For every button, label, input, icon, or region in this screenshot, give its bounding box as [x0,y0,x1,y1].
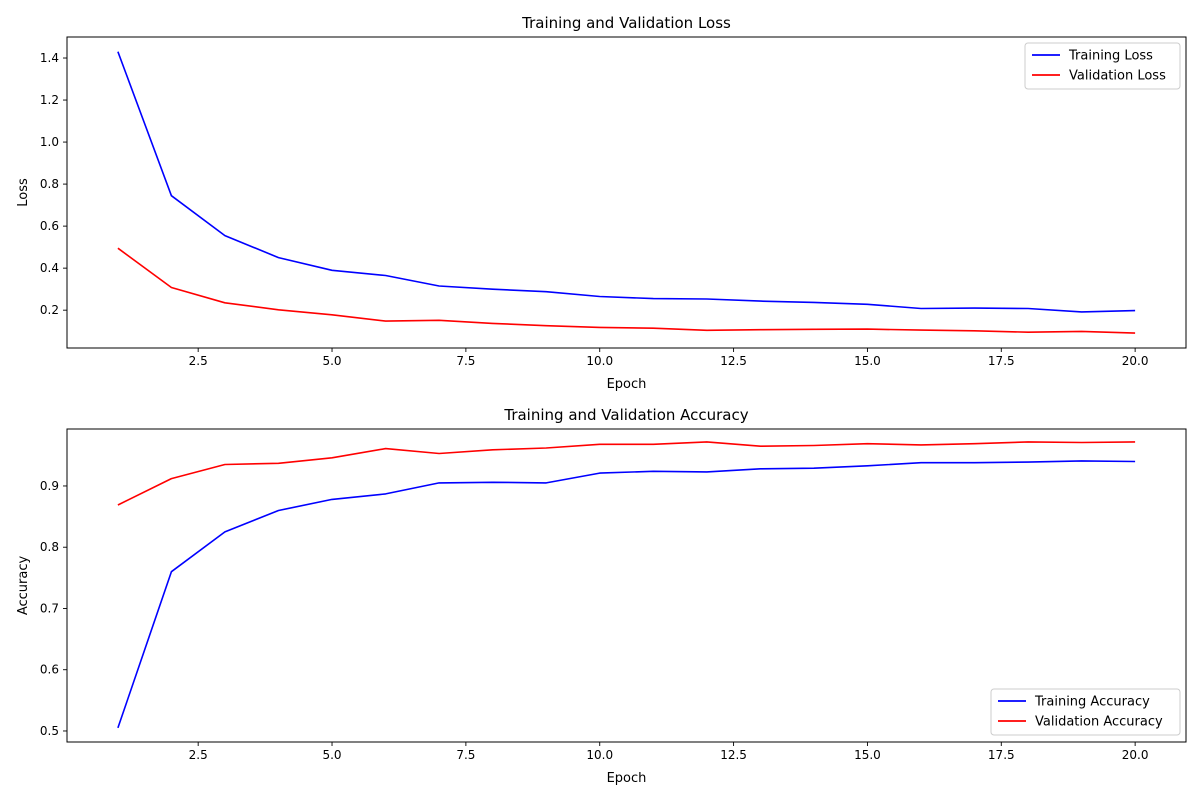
legend-box [1024,42,1181,90]
x-tick-label: 10.0 [586,354,613,368]
y-tick-label: 0.8 [40,177,59,191]
chart-title: Training and Validation Loss [521,14,731,32]
x-tick-label: 5.0 [322,748,341,762]
x-tick-label: 7.5 [456,748,475,762]
legend-box [990,688,1181,736]
axes-frame [66,36,1187,349]
y-tick-label: 1.0 [40,135,59,149]
legend-label: Training Loss [1068,49,1153,64]
legend-label: Training Accuracy [1034,695,1150,710]
y-tick-label: 1.2 [40,93,59,107]
y-tick-label: 0.6 [40,219,59,233]
x-tick-label: 5.0 [322,354,341,368]
x-tick-label: 17.5 [988,748,1015,762]
x-tick-label: 2.5 [189,748,208,762]
x-tick-label: 7.5 [456,354,475,368]
x-tick-label: 10.0 [586,748,613,762]
series-line-training-loss [117,51,1136,313]
legend: Training Loss Validation Loss [1024,42,1181,90]
y-axis-label: Loss [16,178,31,207]
legend: Training Accuracy Validation Accuracy [990,688,1181,736]
chart-title: Training and Validation Accuracy [503,406,748,424]
x-tick-label: 15.0 [854,354,881,368]
x-tick-label: 20.0 [1122,748,1149,762]
series-line-validation-accuracy [117,441,1136,506]
x-tick-label: 20.0 [1122,354,1149,368]
chart-panel-2: Training and Validation Accuracy 2.5 5.0 7.… [16,406,1187,786]
y-tick-label: 0.7 [40,601,59,615]
x-axis-label: Epoch [607,771,647,786]
y-tick-label: 0.6 [40,663,59,677]
legend-label: Validation Accuracy [1035,715,1163,730]
x-tick-label: 17.5 [988,354,1015,368]
x-axis-label: Epoch [607,377,647,392]
x-tick-label: 2.5 [189,354,208,368]
x-tick-label: 15.0 [854,748,881,762]
legend-label: Validation Loss [1069,69,1166,84]
y-tick-label: 0.2 [40,303,59,317]
y-axis-label: Accuracy [16,556,31,616]
axes-frame [66,428,1187,743]
series-line-validation-loss [117,247,1136,334]
y-tick-label: 0.8 [40,540,59,554]
y-tick-label: 1.4 [40,51,59,65]
y-tick-label: 0.9 [40,479,59,493]
y-tick-label: 0.4 [40,261,59,275]
x-tick-label: 12.5 [720,354,747,368]
y-tick-label: 0.5 [40,724,59,738]
chart-panel-1: Training and Validation Loss 2.5 5.0 7.5 10.… [16,14,1187,392]
series-line-training-accuracy [117,460,1136,729]
x-tick-label: 12.5 [720,748,747,762]
